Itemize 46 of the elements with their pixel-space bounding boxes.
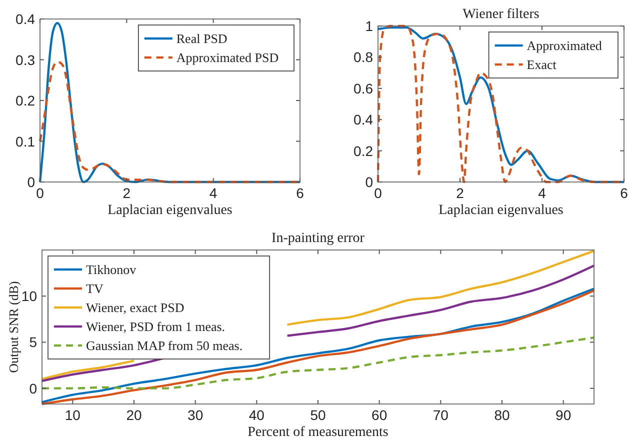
- x-axis-title: Laplacian eigenvalues: [108, 203, 232, 218]
- y-axis-title: Output SNR (dB): [6, 281, 21, 373]
- y-tick-label: 0: [365, 174, 374, 190]
- line-series: [40, 336, 596, 390]
- legend-label: Wiener, exact PSD: [86, 300, 184, 315]
- legend-label: Real PSD: [176, 31, 228, 46]
- y-tick-label: 0.6: [354, 80, 374, 96]
- chart-title: In-painting error: [272, 231, 365, 246]
- y-tick-label: 0.2: [354, 142, 374, 159]
- line-series: [38, 22, 302, 184]
- y-tick-label: 0: [29, 380, 38, 396]
- y-tick-label: 5: [29, 334, 38, 350]
- x-tick-label: 2: [456, 185, 464, 201]
- legend-label: Approximated PSD: [176, 50, 279, 65]
- legend-label: Gaussian MAP from 50 meas.: [86, 338, 243, 353]
- x-tick-label: 30: [188, 407, 204, 423]
- y-tick-label: 0: [27, 174, 36, 190]
- x-tick-label: 6: [620, 185, 628, 201]
- y-tick-label: 0.2: [16, 92, 36, 108]
- x-tick-label: 40: [248, 407, 265, 423]
- y-tick-label: 0.3: [16, 52, 36, 68]
- x-tick-label: 4: [209, 185, 218, 201]
- chart-title: Wiener filters: [462, 7, 540, 22]
- y-tick-label: 10: [21, 288, 38, 304]
- x-tick-label: 80: [494, 407, 510, 423]
- legend-label: Wiener, PSD from 1 meas.: [86, 319, 226, 334]
- legend-label: Tikhonov: [86, 262, 137, 277]
- legend-label: TV: [86, 281, 104, 296]
- x-tick-label: 2: [122, 185, 131, 201]
- x-tick-label: 4: [538, 185, 546, 201]
- x-tick-label: 6: [296, 185, 304, 201]
- x-axis-title: Laplacian eigenvalues: [438, 203, 564, 218]
- x-tick-label: 90: [556, 407, 572, 423]
- y-tick-label: 0.1: [16, 133, 36, 150]
- x-axis-title: Percent of measurements: [248, 425, 388, 440]
- x-tick-label: 50: [310, 407, 326, 423]
- y-tick-label: 1: [365, 18, 374, 34]
- x-tick-label: 70: [432, 407, 449, 423]
- y-tick-label: 0.8: [354, 49, 374, 66]
- y-tick-label: 0.4: [16, 11, 36, 27]
- x-tick-label: 60: [372, 407, 388, 423]
- x-tick-label: 20: [126, 407, 142, 423]
- x-tick-label: 10: [64, 407, 81, 423]
- y-tick-label: 0.4: [354, 112, 374, 128]
- legend-label: Approximated: [526, 38, 602, 53]
- legend-label: Exact: [526, 57, 557, 72]
